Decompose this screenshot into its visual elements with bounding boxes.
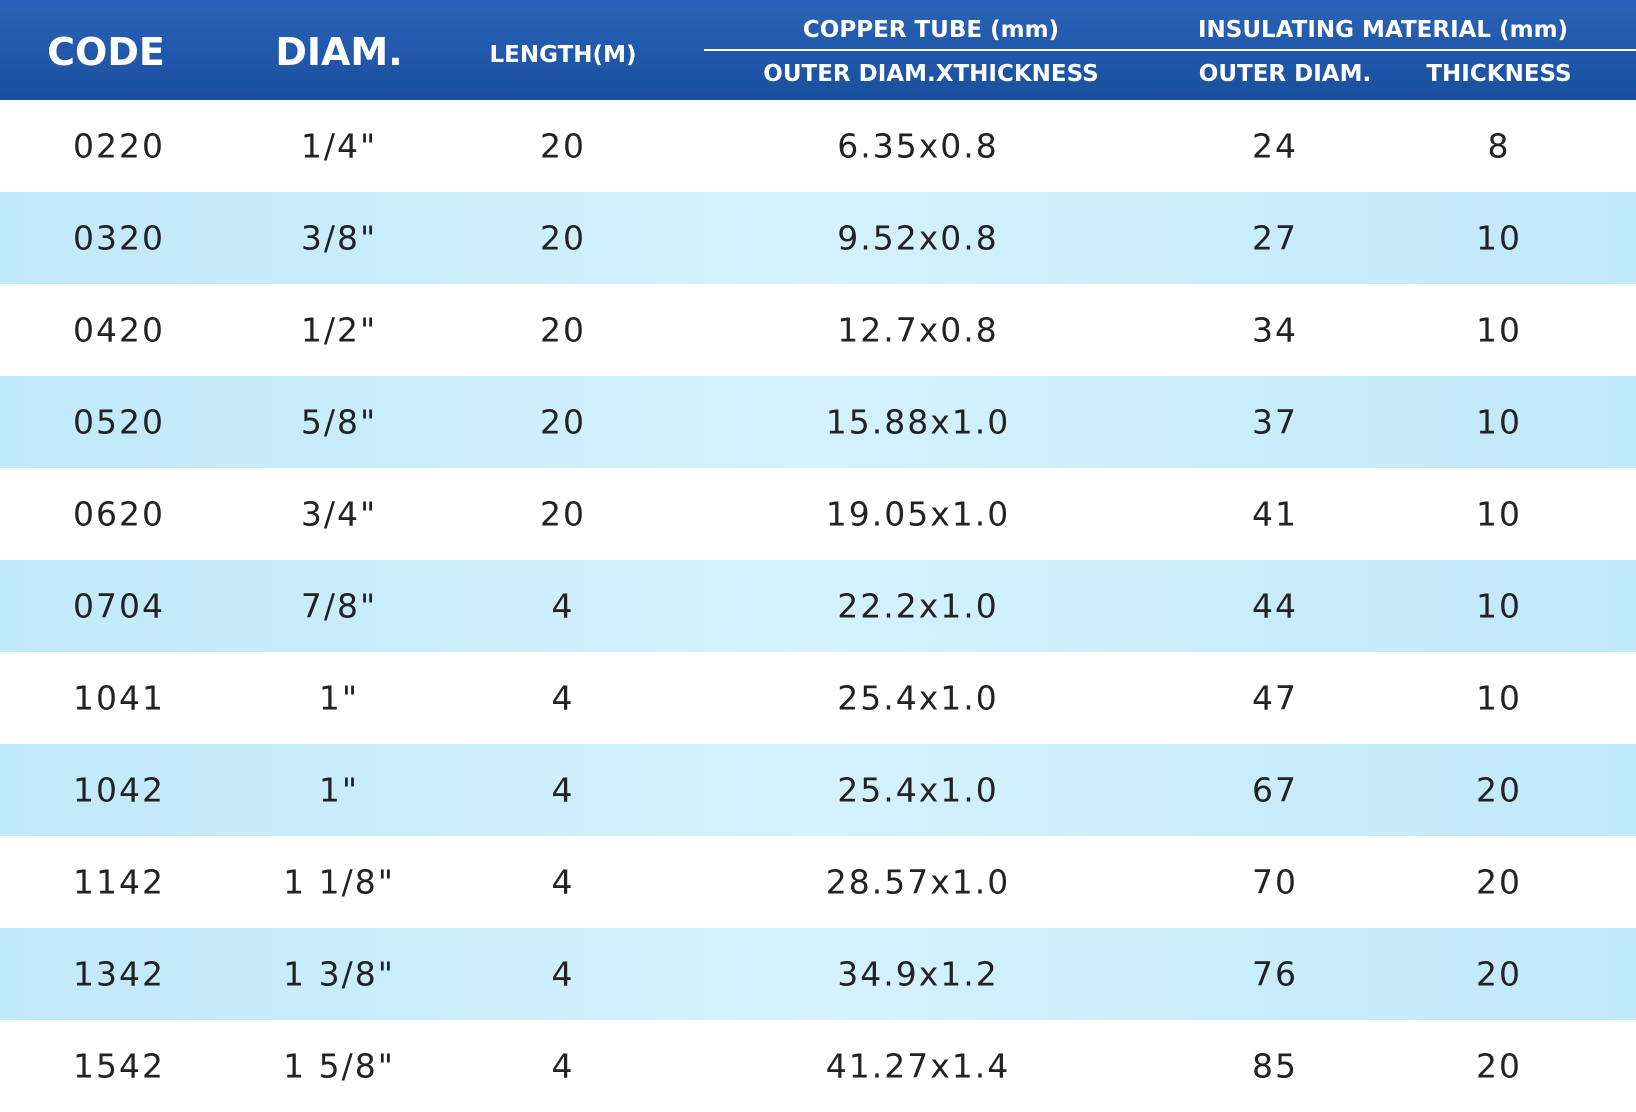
cell-thickness: 10 (1476, 310, 1522, 350)
cell-length: 4 (551, 586, 575, 626)
cell-copper-tube: 9.52x0.8 (837, 218, 999, 258)
cell-length: 20 (540, 218, 586, 258)
table-row: 1142 1 1/8" 4 28.57x1.0 70 20 (0, 836, 1636, 928)
cell-outer-diam: 37 (1252, 402, 1298, 442)
table-row: 0520 5/8" 20 15.88x1.0 37 10 (0, 376, 1636, 468)
header-outer-diam-x-thickness: OUTER DIAM.XTHICKNESS (763, 61, 1099, 87)
cell-code: 1342 (73, 954, 165, 994)
cell-thickness: 10 (1476, 218, 1522, 258)
cell-diam: 1/4" (300, 126, 378, 166)
header-insulating-material: INSULATING MATERIAL (mm) (1197, 17, 1569, 43)
cell-length: 4 (551, 954, 575, 994)
cell-thickness: 20 (1476, 1046, 1522, 1086)
header-code: CODE (47, 30, 165, 74)
cell-thickness: 20 (1476, 770, 1522, 810)
cell-thickness: 20 (1476, 954, 1522, 994)
cell-diam: 7/8" (300, 586, 378, 626)
cell-code: 0220 (73, 126, 165, 166)
table-row: 1342 1 3/8" 4 34.9x1.2 76 20 (0, 928, 1636, 1020)
header-rule (704, 49, 1636, 51)
cell-diam: 1 3/8" (283, 954, 395, 994)
cell-copper-tube: 34.9x1.2 (837, 954, 999, 994)
cell-code: 1042 (73, 770, 165, 810)
table-row: 0220 1/4" 20 6.35x0.8 24 8 (0, 100, 1636, 192)
cell-copper-tube: 25.4x1.0 (837, 770, 999, 810)
cell-outer-diam: 44 (1252, 586, 1298, 626)
cell-outer-diam: 34 (1252, 310, 1298, 350)
cell-thickness: 10 (1476, 586, 1522, 626)
cell-thickness: 10 (1476, 402, 1522, 442)
header-outer-diam: OUTER DIAM. (1198, 61, 1372, 87)
cell-length: 20 (540, 126, 586, 166)
cell-length: 4 (551, 678, 575, 718)
cell-copper-tube: 28.57x1.0 (825, 862, 1011, 902)
cell-code: 1542 (73, 1046, 165, 1086)
table-row: 1542 1 5/8" 4 41.27x1.4 85 20 (0, 1020, 1636, 1112)
cell-copper-tube: 15.88x1.0 (825, 402, 1011, 442)
cell-outer-diam: 27 (1252, 218, 1298, 258)
cell-thickness: 20 (1476, 862, 1522, 902)
cell-code: 1041 (73, 678, 165, 718)
cell-code: 0520 (73, 402, 165, 442)
cell-outer-diam: 85 (1252, 1046, 1298, 1086)
table-row: 0620 3/4" 20 19.05x1.0 41 10 (0, 468, 1636, 560)
cell-copper-tube: 22.2x1.0 (837, 586, 999, 626)
table-row: 0704 7/8" 4 22.2x1.0 44 10 (0, 560, 1636, 652)
cell-diam: 1 1/8" (283, 862, 395, 902)
cell-length: 4 (551, 862, 575, 902)
cell-outer-diam: 41 (1252, 494, 1298, 534)
table-header: CODE DIAM. LENGTH(M) COPPER TUBE (mm) OU… (0, 0, 1636, 100)
table-row: 0320 3/8" 20 9.52x0.8 27 10 (0, 192, 1636, 284)
cell-diam: 1" (318, 770, 360, 810)
cell-thickness: 8 (1487, 126, 1511, 166)
cell-code: 0704 (73, 586, 165, 626)
cell-diam: 3/4" (300, 494, 378, 534)
cell-copper-tube: 19.05x1.0 (825, 494, 1011, 534)
cell-diam: 1 5/8" (283, 1046, 395, 1086)
cell-length: 20 (540, 310, 586, 350)
header-length: LENGTH(M) (489, 42, 637, 68)
cell-code: 0320 (73, 218, 165, 258)
cell-outer-diam: 67 (1252, 770, 1298, 810)
cell-length: 4 (551, 770, 575, 810)
cell-diam: 5/8" (300, 402, 378, 442)
cell-diam: 3/8" (300, 218, 378, 258)
cell-diam: 1/2" (300, 310, 378, 350)
cell-copper-tube: 6.35x0.8 (837, 126, 999, 166)
table-row: 0420 1/2" 20 12.7x0.8 34 10 (0, 284, 1636, 376)
table-row: 1042 1" 4 25.4x1.0 67 20 (0, 744, 1636, 836)
cell-outer-diam: 76 (1252, 954, 1298, 994)
cell-outer-diam: 24 (1252, 126, 1298, 166)
cell-code: 0620 (73, 494, 165, 534)
header-diam: DIAM. (275, 30, 403, 74)
cell-length: 4 (551, 1046, 575, 1086)
cell-thickness: 10 (1476, 494, 1522, 534)
cell-thickness: 10 (1476, 678, 1522, 718)
table-row: 1041 1" 4 25.4x1.0 47 10 (0, 652, 1636, 744)
cell-length: 20 (540, 402, 586, 442)
cell-outer-diam: 47 (1252, 678, 1298, 718)
cell-code: 0420 (73, 310, 165, 350)
header-thickness: THICKNESS (1426, 61, 1572, 87)
cell-copper-tube: 12.7x0.8 (837, 310, 999, 350)
header-copper-tube: COPPER TUBE (mm) (802, 17, 1060, 43)
cell-outer-diam: 70 (1252, 862, 1298, 902)
cell-copper-tube: 25.4x1.0 (837, 678, 999, 718)
cell-copper-tube: 41.27x1.4 (825, 1046, 1011, 1086)
cell-code: 1142 (73, 862, 165, 902)
cell-diam: 1" (318, 678, 360, 718)
cell-length: 20 (540, 494, 586, 534)
